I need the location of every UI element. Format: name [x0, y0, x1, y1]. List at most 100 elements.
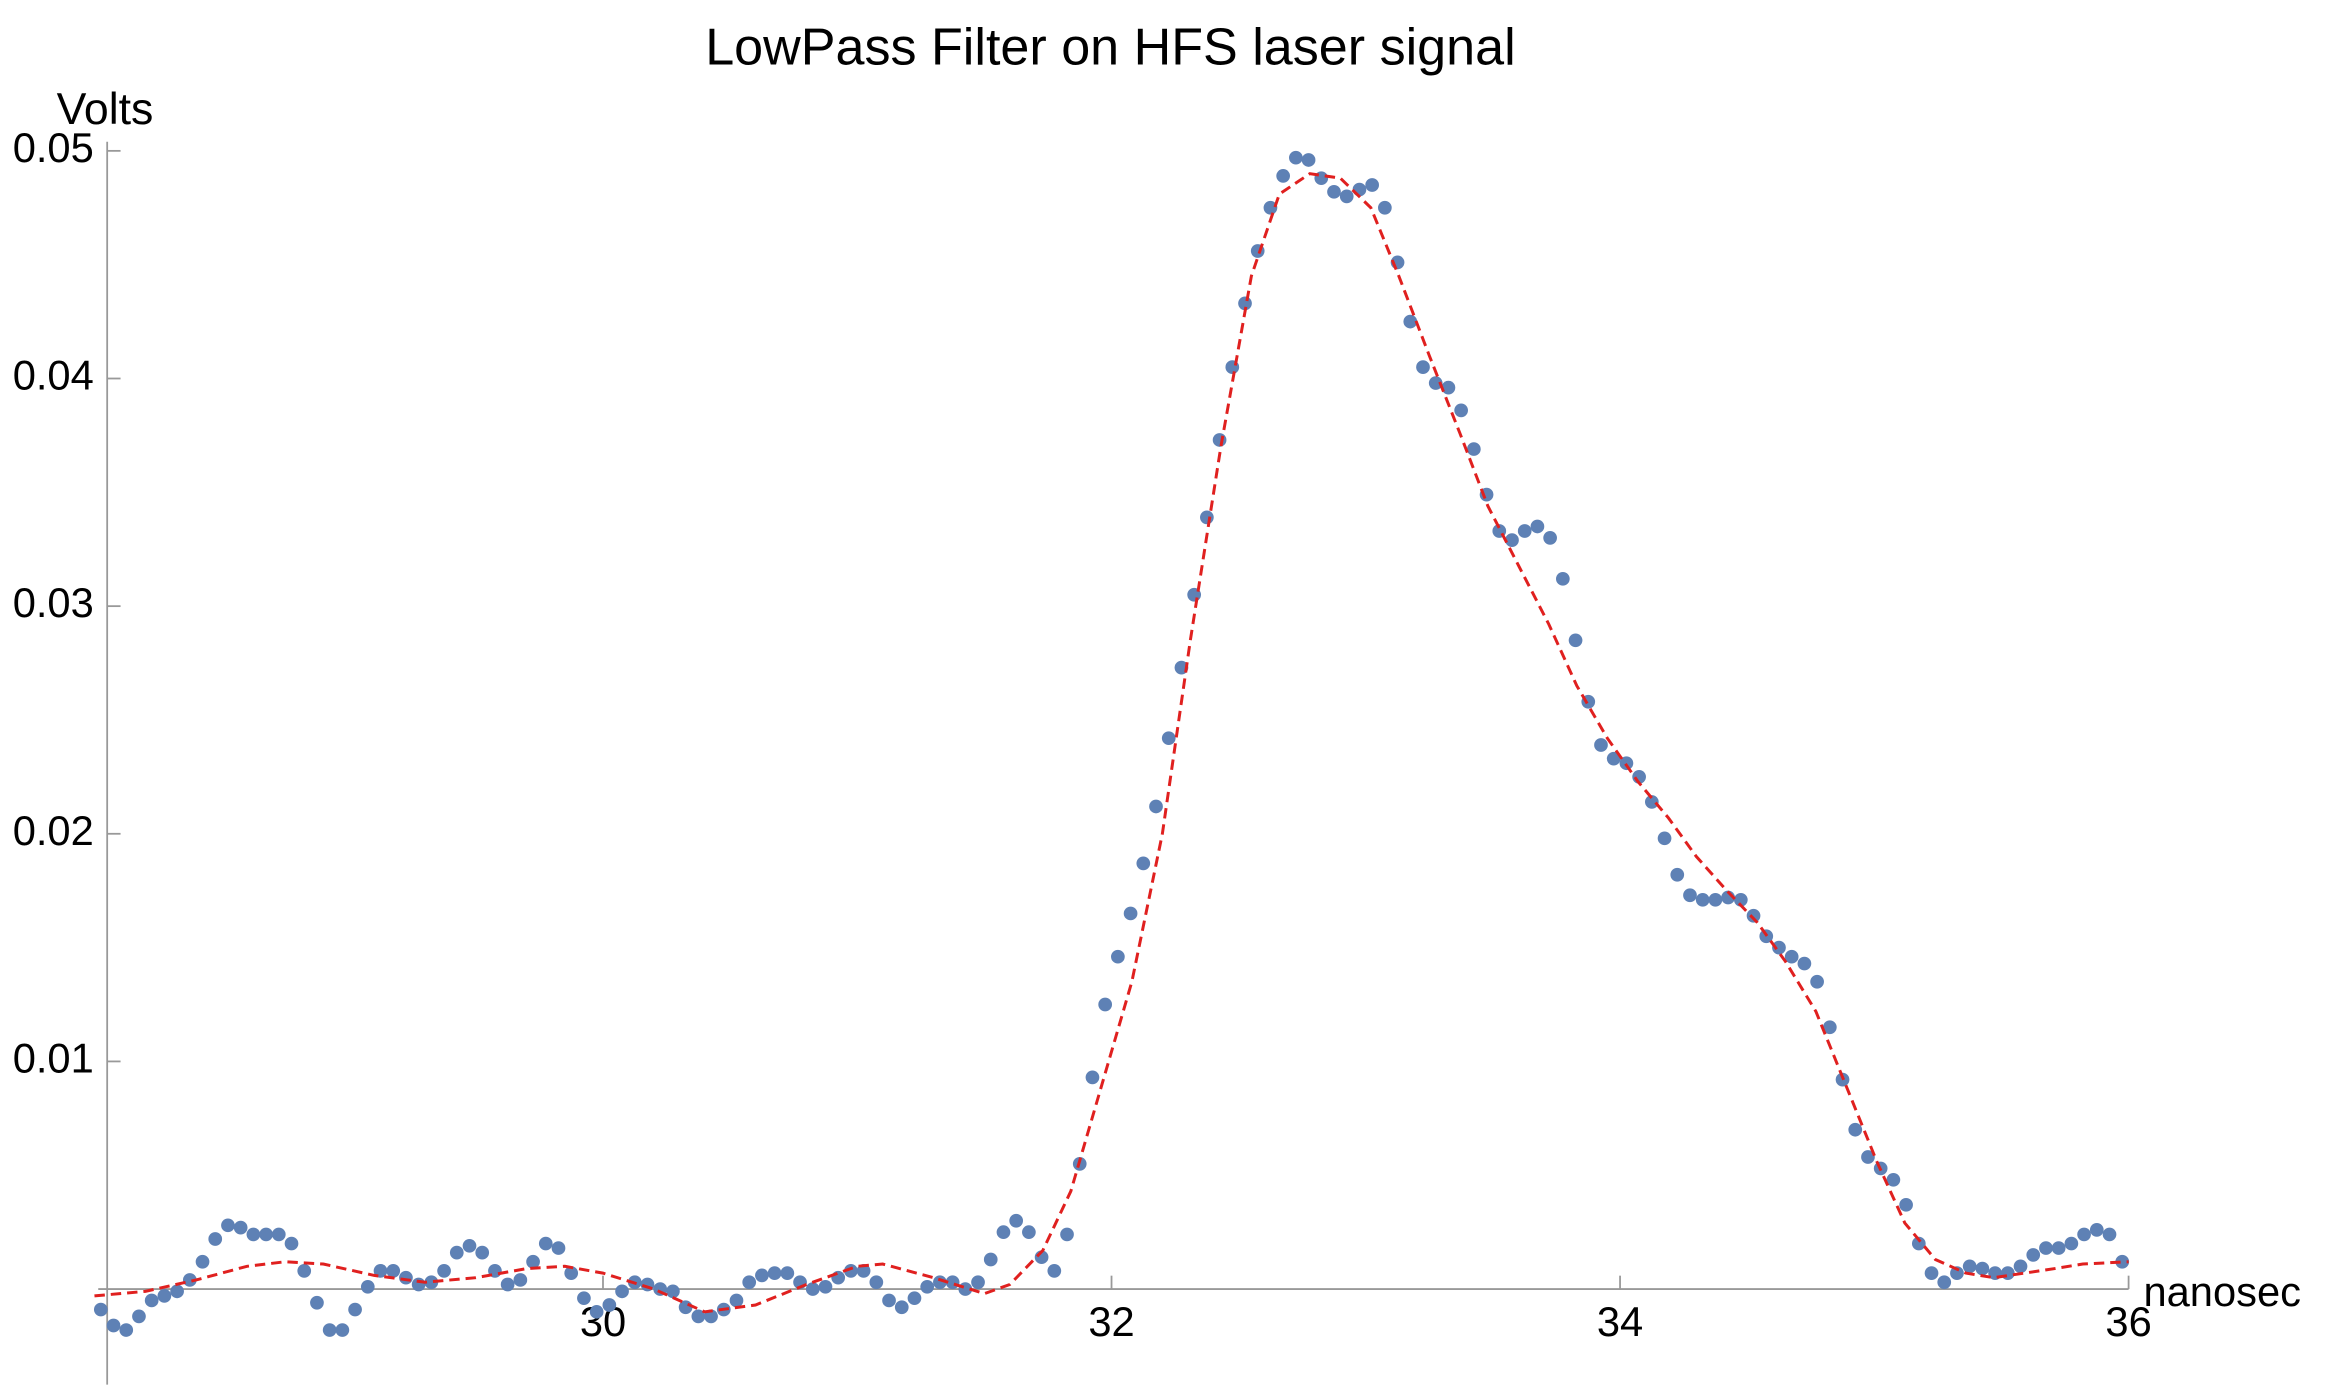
- data-point: [2000, 1266, 2015, 1280]
- data-point: [1289, 150, 1303, 165]
- data-point: [1822, 1020, 1837, 1035]
- data-point: [1695, 892, 1710, 907]
- data-point: [933, 1275, 947, 1290]
- data-point: [1467, 442, 1481, 456]
- data-point: [373, 1264, 388, 1278]
- data-point: [1111, 949, 1125, 964]
- data-point: [1009, 1213, 1024, 1228]
- data-point: [1594, 738, 1608, 752]
- data-point: [1060, 1227, 1074, 1242]
- data-point: [1327, 184, 1341, 199]
- data-point: [208, 1232, 223, 1246]
- data-point: [1657, 831, 1672, 846]
- fit-line: [94, 172, 2129, 1314]
- data-point: [894, 1300, 909, 1315]
- data-point: [882, 1293, 896, 1308]
- data-point: [2013, 1259, 2028, 1274]
- data-point: [1810, 974, 1824, 989]
- data-point: [449, 1245, 464, 1260]
- data-point: [1772, 940, 1786, 955]
- data-point: [335, 1323, 350, 1337]
- data-point: [1263, 200, 1278, 215]
- data-point: [2026, 1248, 2041, 1262]
- data-point: [1733, 892, 1748, 907]
- data-point: [589, 1304, 604, 1319]
- data-point: [1276, 169, 1290, 183]
- x-tick-label: 32: [1088, 1298, 1134, 1345]
- data-point: [195, 1254, 210, 1269]
- data-point: [271, 1227, 286, 1242]
- data-point: [221, 1218, 235, 1233]
- y-tick-label: 0.05: [13, 124, 94, 171]
- data-point: [1962, 1259, 1977, 1274]
- data-point: [462, 1238, 477, 1253]
- data-point: [805, 1282, 820, 1296]
- data-point: [1517, 524, 1532, 538]
- data-point: [1454, 403, 1468, 418]
- data-point: [1937, 1275, 1952, 1290]
- data-point: [144, 1293, 159, 1308]
- data-point: [704, 1309, 718, 1324]
- data-point: [246, 1227, 261, 1242]
- data-point: [971, 1275, 985, 1290]
- data-point: [93, 1302, 108, 1317]
- data-point: [386, 1264, 401, 1278]
- data-point: [577, 1291, 591, 1306]
- data-point: [551, 1241, 566, 1255]
- x-tick-label: 36: [2105, 1298, 2151, 1345]
- data-point: [1886, 1172, 1901, 1187]
- data-point: [106, 1318, 121, 1333]
- data-point: [2039, 1241, 2053, 1255]
- data-point: [755, 1268, 769, 1283]
- x-axis-label: nanosec: [2143, 1268, 2301, 1315]
- data-point: [182, 1273, 197, 1287]
- data-point: [259, 1227, 273, 1242]
- data-point: [1441, 380, 1456, 395]
- data-point: [1123, 906, 1138, 921]
- data-point: [360, 1279, 375, 1294]
- data-point: [1848, 1122, 1863, 1137]
- data-point: [526, 1254, 540, 1269]
- data-point: [1022, 1225, 1036, 1240]
- data-point: [1797, 956, 1812, 971]
- data-point: [297, 1264, 312, 1278]
- chart-title: LowPass Filter on HFS laser signal: [705, 19, 1515, 77]
- data-point: [1746, 908, 1761, 923]
- data-point: [538, 1236, 553, 1251]
- data-point: [1365, 178, 1379, 192]
- y-tick-label: 0.01: [13, 1034, 94, 1081]
- data-point: [1543, 531, 1557, 545]
- data-point: [2089, 1223, 2104, 1237]
- data-point: [1950, 1266, 1964, 1280]
- data-point: [119, 1323, 134, 1337]
- data-point: [831, 1270, 846, 1285]
- data-point: [983, 1252, 998, 1267]
- data-point: [1899, 1197, 1913, 1212]
- data-point: [513, 1273, 528, 1287]
- data-point: [1683, 888, 1697, 903]
- data-point: [1670, 867, 1685, 882]
- data-point: [424, 1275, 439, 1290]
- x-tick-label: 34: [1597, 1298, 1643, 1345]
- data-point: [907, 1291, 922, 1306]
- data-point: [1352, 182, 1367, 197]
- data-point: [310, 1295, 324, 1310]
- data-point: [2102, 1227, 2117, 1242]
- data-point: [1428, 376, 1443, 390]
- data-point: [2064, 1236, 2079, 1251]
- data-point: [780, 1266, 795, 1280]
- data-point: [1098, 997, 1113, 1012]
- data-point: [564, 1266, 579, 1280]
- data-point: [1212, 433, 1227, 447]
- y-tick-label: 0.02: [13, 807, 94, 854]
- data-point: [666, 1284, 680, 1299]
- data-point: [844, 1264, 858, 1278]
- data-point: [170, 1284, 184, 1299]
- data-point: [1861, 1150, 1875, 1164]
- data-point: [322, 1323, 337, 1337]
- data-point: [437, 1264, 451, 1278]
- data-point: [1161, 731, 1176, 746]
- data-point: [1416, 360, 1430, 374]
- data-point: [2051, 1241, 2066, 1255]
